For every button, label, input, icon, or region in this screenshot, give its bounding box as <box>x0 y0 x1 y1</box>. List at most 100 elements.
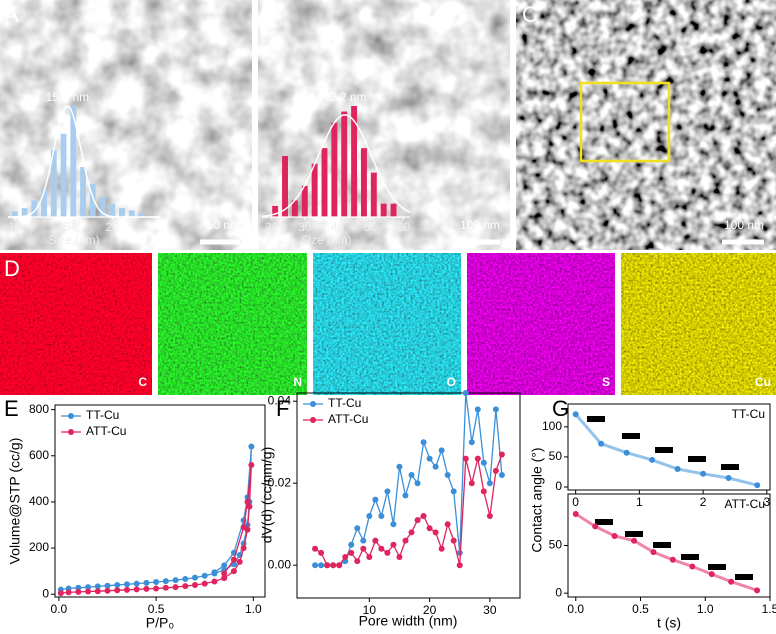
data-point <box>244 498 251 505</box>
data-point <box>492 406 499 413</box>
data-point <box>104 587 111 594</box>
data-point <box>498 451 505 458</box>
x-tick-label: 10 <box>8 220 22 234</box>
droplet-image <box>595 519 613 525</box>
data-point <box>725 474 732 481</box>
data-point <box>133 586 140 593</box>
data-point <box>390 541 397 548</box>
x-tick-label: 0 <box>572 495 579 509</box>
scale-bar-label: 100 nm <box>460 218 500 232</box>
data-point <box>444 521 451 528</box>
data-point <box>631 537 638 544</box>
legend-label: TT-Cu <box>328 396 361 410</box>
tem-image <box>0 0 252 250</box>
data-point <box>230 568 237 575</box>
data-point <box>572 411 579 418</box>
data-point <box>162 584 169 591</box>
data-point <box>598 440 605 447</box>
data-point <box>754 587 761 594</box>
histogram-bar <box>291 200 298 217</box>
data-point <box>700 470 707 477</box>
y-axis-label: Volume@STP (cc/g) <box>7 438 23 565</box>
data-point <box>211 569 218 576</box>
legend-marker <box>68 413 74 419</box>
data-point <box>468 439 475 446</box>
data-point <box>420 439 427 446</box>
annotation: ATT-Cu <box>725 497 765 511</box>
data-point <box>480 488 487 495</box>
droplet-image <box>625 531 643 537</box>
x-tick-label: 60 <box>397 220 411 234</box>
data-point <box>420 513 427 519</box>
histogram-bar <box>282 155 288 217</box>
data-point <box>143 585 150 592</box>
data-point <box>75 584 82 591</box>
data-point <box>85 584 92 591</box>
data-point <box>396 463 403 470</box>
data-point <box>623 449 630 456</box>
x-tick-label: 0.5 <box>148 602 165 616</box>
data-point <box>133 580 140 587</box>
histogram-bar <box>21 208 28 217</box>
map-element-label: C <box>138 375 147 389</box>
droplet-image <box>622 433 640 439</box>
x-axis-label: Pore width (nm) <box>359 613 458 629</box>
sem-image <box>516 0 776 250</box>
data-point <box>94 583 101 590</box>
data-point <box>162 578 169 585</box>
data-point <box>348 549 355 556</box>
data-point <box>432 529 439 536</box>
data-point <box>336 562 343 569</box>
data-point <box>492 467 499 474</box>
histogram-bar <box>311 163 318 217</box>
x-tick-label: 50 <box>364 220 378 234</box>
histogram-bar <box>341 111 348 217</box>
data-point <box>360 545 367 552</box>
y-tick-label: 50 <box>549 538 563 552</box>
data-point <box>342 554 349 560</box>
histogram-bar <box>370 172 377 217</box>
histogram-bar <box>60 133 67 217</box>
data-point <box>240 524 247 531</box>
data-point <box>649 456 656 463</box>
histogram-bar <box>331 122 338 217</box>
data-point <box>414 480 421 487</box>
data-point <box>426 525 433 532</box>
data-point <box>669 556 676 563</box>
panel-label: B <box>262 2 277 27</box>
x-tick-label: 20 <box>106 220 120 234</box>
data-point <box>354 525 361 532</box>
histogram-bar <box>41 189 47 217</box>
histogram-bar <box>272 205 279 217</box>
data-point <box>240 545 247 552</box>
y-tick-label: 0 <box>555 585 562 599</box>
data-point <box>462 455 469 462</box>
panel-label: D <box>4 256 20 281</box>
data-point <box>444 472 451 478</box>
data-point <box>414 517 421 524</box>
x-tick-label: 0.0 <box>51 602 68 616</box>
y-tick-label: 200 <box>29 540 49 554</box>
plot-frame <box>54 404 266 598</box>
histogram-bar <box>80 167 86 217</box>
annotation: TT-Cu <box>732 407 765 421</box>
data-point <box>172 584 179 591</box>
data-point <box>396 554 403 560</box>
data-point <box>408 529 415 536</box>
data-point <box>221 575 228 582</box>
data-point <box>192 574 198 581</box>
data-point <box>201 580 208 587</box>
map-element-label: S <box>602 375 610 389</box>
histogram-bar <box>351 106 358 217</box>
data-point <box>372 496 379 503</box>
fit-curve <box>261 114 411 218</box>
x-tick-label: 40 <box>331 220 345 234</box>
data-point <box>474 406 481 413</box>
data-point <box>486 480 493 487</box>
droplet-image <box>721 464 739 470</box>
data-point <box>318 562 325 569</box>
droplet-image <box>655 447 673 453</box>
data-point <box>94 588 101 595</box>
data-point <box>456 549 463 556</box>
data-point <box>468 480 475 487</box>
